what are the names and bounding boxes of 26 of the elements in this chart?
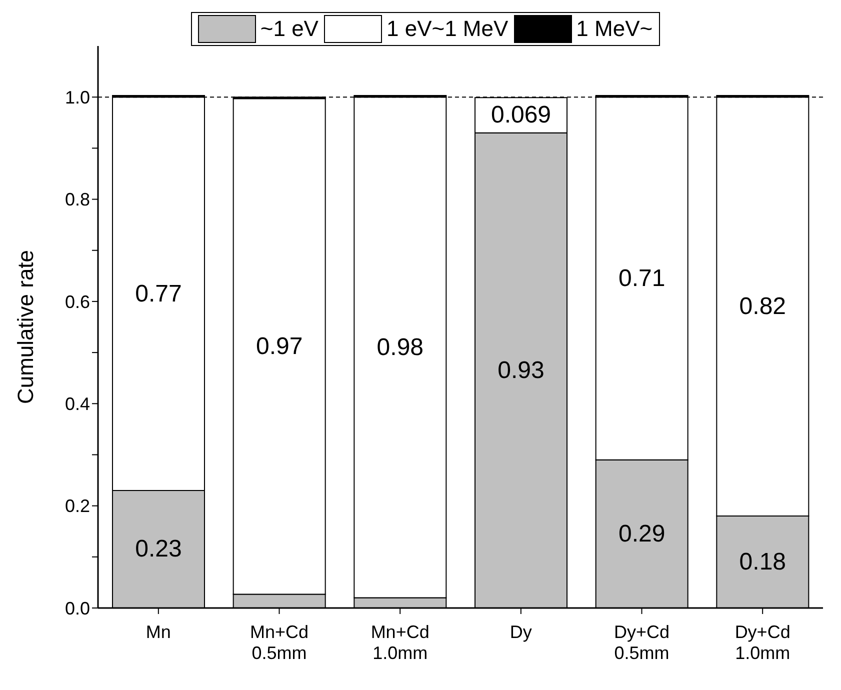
y-tick-label: 0.8 <box>64 190 90 210</box>
legend-label: ~1 eV <box>260 16 318 42</box>
y-tick-label: 0.4 <box>64 394 90 414</box>
data-label: 0.18 <box>739 548 786 576</box>
data-label: 0.069 <box>490 102 552 129</box>
y-tick-label: 1.0 <box>64 87 90 108</box>
data-label: 0.97 <box>256 332 303 360</box>
legend-label: 1 eV~1 MeV <box>386 16 508 42</box>
x-tick-label: Dy+Cd 1.0mm <box>734 622 790 663</box>
legend-label: 1 MeV~ <box>576 16 653 42</box>
x-tick-label: Dy+Cd 0.5mm <box>614 622 670 663</box>
data-label: 0.23 <box>135 536 182 563</box>
x-tick-label: Mn+Cd 1.0mm <box>370 622 430 663</box>
x-tick-label: Dy <box>510 622 532 642</box>
y-axis-title: Cumulative rate <box>12 250 38 404</box>
x-tick-label: Mn <box>146 622 171 642</box>
y-tick-label: 0.0 <box>64 598 90 618</box>
x-tick-label: Mn+Cd 0.5mm <box>250 622 309 663</box>
data-label: 0.77 <box>135 280 182 308</box>
data-label: 0.29 <box>618 520 666 548</box>
data-label: 0.82 <box>739 293 786 320</box>
y-tick-label: 0.2 <box>64 496 90 516</box>
y-tick-label: 0.6 <box>64 292 90 312</box>
data-label: 0.98 <box>376 334 424 361</box>
data-label: 0.71 <box>618 264 666 292</box>
data-label: 0.93 <box>498 356 544 384</box>
